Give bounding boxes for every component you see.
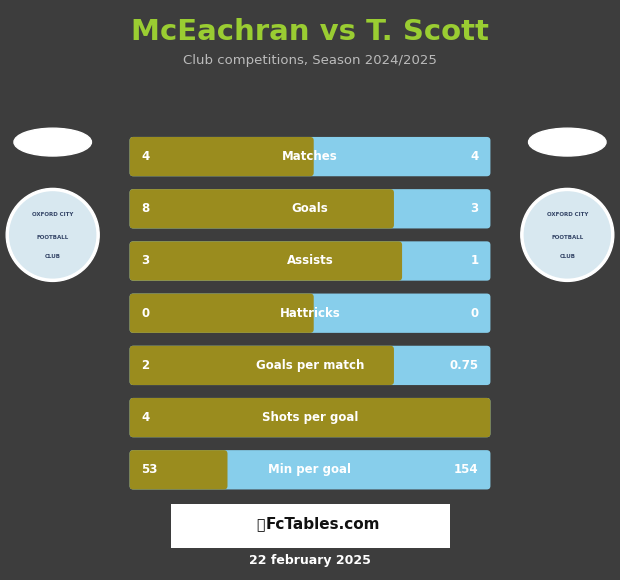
FancyBboxPatch shape	[170, 503, 450, 549]
Text: 0.75: 0.75	[450, 359, 479, 372]
FancyBboxPatch shape	[130, 293, 314, 333]
FancyBboxPatch shape	[130, 241, 490, 281]
Text: Club competitions, Season 2024/2025: Club competitions, Season 2024/2025	[183, 55, 437, 67]
Ellipse shape	[525, 192, 610, 278]
Ellipse shape	[10, 192, 95, 278]
FancyBboxPatch shape	[130, 189, 394, 229]
Text: 4: 4	[141, 150, 149, 163]
Text: OXFORD CITY: OXFORD CITY	[547, 212, 588, 216]
Text: CLUB: CLUB	[559, 255, 575, 259]
FancyBboxPatch shape	[130, 450, 228, 490]
FancyBboxPatch shape	[130, 241, 402, 281]
Text: McEachran vs T. Scott: McEachran vs T. Scott	[131, 18, 489, 46]
Text: 8: 8	[141, 202, 149, 215]
Text: 0: 0	[471, 307, 479, 320]
FancyBboxPatch shape	[130, 137, 314, 176]
Text: 2: 2	[141, 359, 149, 372]
Text: FOOTBALL: FOOTBALL	[551, 235, 583, 240]
Text: Min per goal: Min per goal	[268, 463, 352, 476]
FancyBboxPatch shape	[130, 450, 490, 490]
Text: FOOTBALL: FOOTBALL	[37, 235, 69, 240]
Text: Goals: Goals	[291, 202, 329, 215]
Text: FcTables.com: FcTables.com	[265, 517, 379, 532]
Text: Hattricks: Hattricks	[280, 307, 340, 320]
Text: 3: 3	[471, 202, 479, 215]
FancyBboxPatch shape	[130, 346, 490, 385]
FancyBboxPatch shape	[130, 137, 490, 176]
FancyBboxPatch shape	[130, 398, 490, 437]
Text: Matches: Matches	[282, 150, 338, 163]
Text: 53: 53	[141, 463, 157, 476]
Text: Shots per goal: Shots per goal	[262, 411, 358, 424]
Text: 22 february 2025: 22 february 2025	[249, 554, 371, 567]
Text: 3: 3	[141, 255, 149, 267]
Text: 📊: 📊	[256, 518, 265, 532]
FancyBboxPatch shape	[130, 189, 490, 229]
Text: 4: 4	[141, 411, 149, 424]
Text: 1: 1	[471, 255, 479, 267]
Ellipse shape	[6, 188, 99, 281]
Text: CLUB: CLUB	[45, 255, 61, 259]
Text: Goals per match: Goals per match	[256, 359, 364, 372]
Text: Assists: Assists	[286, 255, 334, 267]
Text: 154: 154	[454, 463, 479, 476]
Text: 4: 4	[471, 150, 479, 163]
Ellipse shape	[529, 128, 606, 156]
Text: 0: 0	[141, 307, 149, 320]
FancyBboxPatch shape	[130, 293, 490, 333]
Text: OXFORD CITY: OXFORD CITY	[32, 212, 73, 216]
FancyBboxPatch shape	[130, 346, 394, 385]
FancyBboxPatch shape	[130, 398, 490, 437]
Ellipse shape	[521, 188, 614, 281]
Ellipse shape	[14, 128, 92, 156]
